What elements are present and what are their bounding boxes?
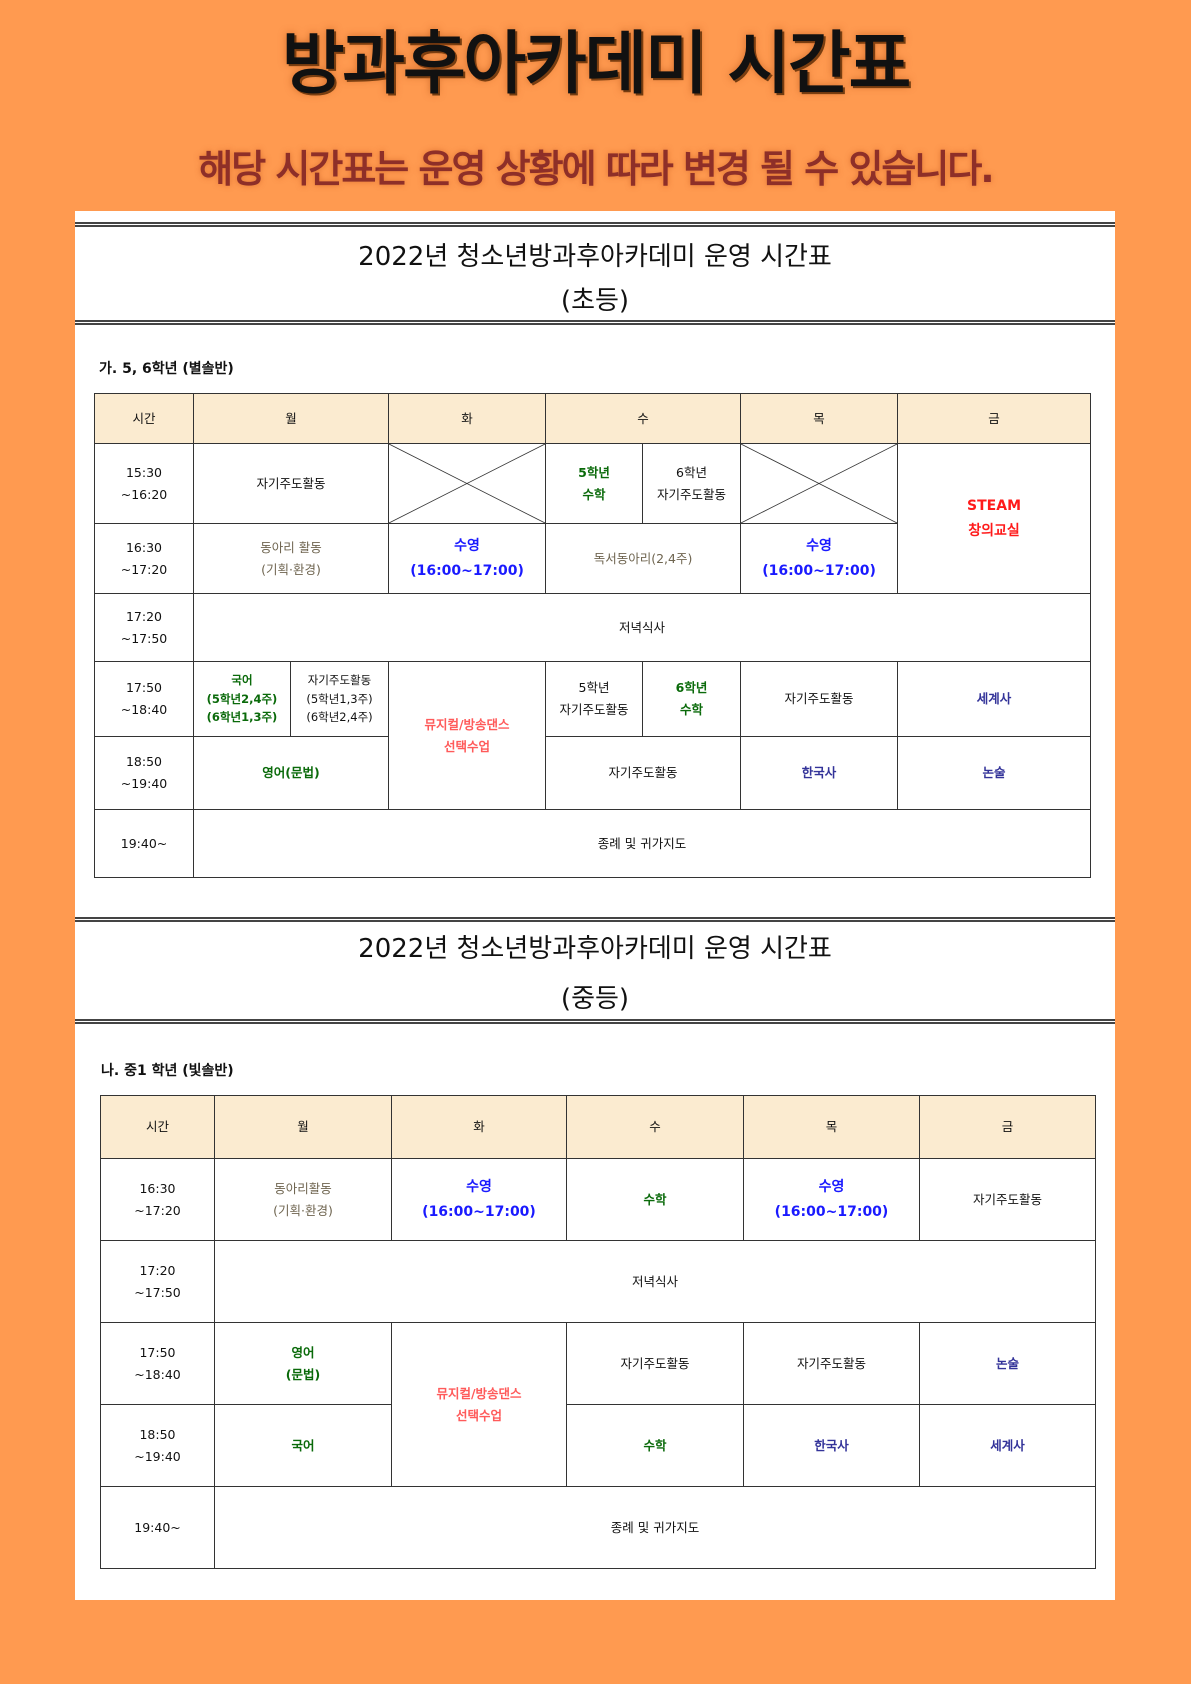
time-cell: 17:20 ~17:50 (94, 593, 194, 662)
header-mon: 월 (214, 1095, 392, 1159)
header-thu: 목 (743, 1095, 920, 1159)
header-tue: 화 (391, 1095, 567, 1159)
elementary-timetable: 시간 월 화 수 목 금 15:30 ~16:20 자기주도활동 5학년 수학 … (94, 393, 1092, 878)
cell-wed-5th: 5학년 자기주도활동 (545, 661, 644, 737)
header-fri: 금 (919, 1095, 1096, 1159)
time-cell: 17:50 ~18:40 (100, 1322, 215, 1405)
cell-dinner: 저녁식사 (214, 1240, 1096, 1323)
cell-thu: 수영 (16:00~17:00) (743, 1158, 920, 1241)
cell-wed: 수학 (566, 1404, 744, 1487)
cell-tue: 수영 (16:00~17:00) (388, 523, 547, 594)
cell-fri-steam: STEAM 창의교실 (897, 443, 1092, 594)
time-cell: 15:30 ~16:20 (94, 443, 194, 524)
time-cell: 17:20 ~17:50 (100, 1240, 215, 1323)
cell-mon-korean: 국어 (5학년2,4주) (6학년1,3주) (193, 661, 291, 737)
cell-fri: 세계사 (919, 1404, 1096, 1487)
cell-dinner: 저녁식사 (192, 593, 1092, 662)
cell-thu: 한국사 (743, 1404, 920, 1487)
elementary-title: 2022년 청소년방과후아카데미 운영 시간표 (358, 242, 832, 272)
cell-wed-6th: 6학년 자기주도활동 (642, 443, 742, 524)
cell-mon-self-study: 자기주도활동 (5학년1,3주) (6학년2,4주) (289, 661, 390, 737)
cell-dismissal: 종례 및 귀가지도 (214, 1486, 1096, 1569)
cell-mon: 동아리 활동 (기획·환경) (192, 523, 390, 594)
cell-wed: 자기주도활동 (545, 736, 742, 810)
elementary-subtitle: (초등) (560, 286, 630, 316)
time-cell: 17:50 ~18:40 (94, 661, 194, 737)
cell-wed-6th: 6학년 수학 (642, 661, 742, 737)
title-rule (75, 222, 1115, 227)
header-time: 시간 (100, 1095, 215, 1159)
header-wed: 수 (566, 1095, 744, 1159)
cell-tue-musical: 뮤지컬/방송댄스 선택수업 (391, 1322, 567, 1487)
cell-thu: 자기주도활동 (740, 661, 899, 737)
cell-wed: 수학 (566, 1158, 744, 1241)
cell-mon: 동아리활동 (기획·환경) (214, 1158, 392, 1241)
empty-crossed-cell (388, 443, 547, 524)
title-rule (75, 917, 1115, 922)
time-cell: 19:40~ (100, 1486, 215, 1569)
cell-thu: 한국사 (740, 736, 899, 810)
poster-title: 방과후아카데미 시간표 (281, 25, 911, 104)
empty-crossed-cell (740, 443, 899, 524)
cell-fri: 논술 (897, 736, 1092, 810)
cell-fri: 논술 (919, 1322, 1096, 1405)
cell-mon: 자기주도활동 (192, 443, 390, 524)
cell-dismissal: 종례 및 귀가지도 (192, 809, 1092, 878)
header-tue: 화 (388, 393, 547, 444)
time-cell: 16:30 ~17:20 (100, 1158, 215, 1241)
cell-fri: 세계사 (897, 661, 1092, 737)
time-cell: 19:40~ (94, 809, 194, 878)
cell-wed-5th: 5학년 수학 (545, 443, 644, 524)
cell-thu: 수영 (16:00~17:00) (740, 523, 899, 594)
cell-wed: 독서동아리(2,4주) (545, 523, 742, 594)
header-wed: 수 (545, 393, 742, 444)
header-mon: 월 (192, 393, 390, 444)
cell-mon: 영어 (문법) (214, 1322, 392, 1405)
cell-fri: 자기주도활동 (919, 1158, 1096, 1241)
cell-tue: 수영 (16:00~17:00) (391, 1158, 567, 1241)
cell-thu: 자기주도활동 (743, 1322, 920, 1405)
middle-section-label: 나. 중1 학년 (빛솔반) (101, 1063, 234, 1079)
title-rule (75, 1019, 1115, 1024)
middle-subtitle: (중등) (560, 984, 630, 1014)
header-fri: 금 (897, 393, 1092, 444)
poster-subtitle: 해당 시간표는 운영 상황에 따라 변경 될 수 있습니다. (198, 147, 994, 191)
cell-tue-musical: 뮤지컬/방송댄스 선택수업 (388, 661, 547, 810)
header-thu: 목 (740, 393, 899, 444)
elementary-section-label: 가. 5, 6학년 (별솔반) (99, 361, 234, 377)
header-time: 시간 (94, 393, 194, 444)
title-rule (75, 320, 1115, 325)
middle-title: 2022년 청소년방과후아카데미 운영 시간표 (358, 934, 832, 964)
time-cell: 18:50 ~19:40 (94, 736, 194, 810)
time-cell: 16:30 ~17:20 (94, 523, 194, 594)
middle-timetable: 시간 월 화 수 목 금 16:30 ~17:20 동아리활동 (기획·환경) … (100, 1095, 1096, 1569)
cell-mon: 국어 (214, 1404, 392, 1487)
cell-mon: 영어(문법) (192, 736, 390, 810)
time-cell: 18:50 ~19:40 (100, 1404, 215, 1487)
cell-wed: 자기주도활동 (566, 1322, 744, 1405)
